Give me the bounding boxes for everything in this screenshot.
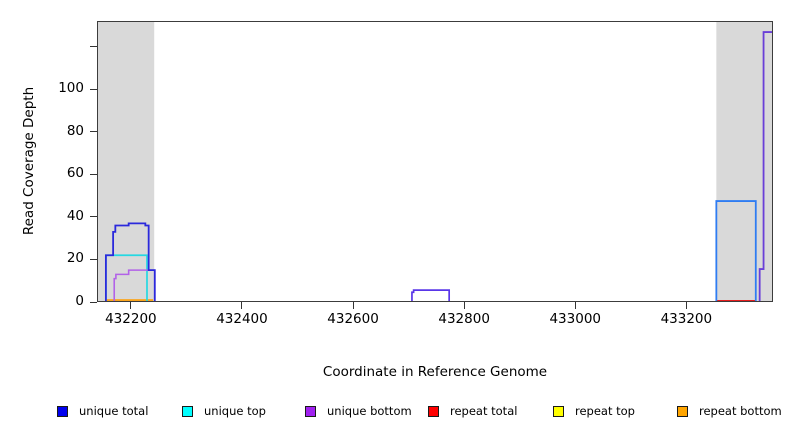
coverage-plot-canvas (97, 21, 773, 302)
repeat-top-swatch-icon (553, 405, 564, 417)
x-tick-mark (130, 302, 132, 309)
legend-label: repeat bottom (699, 404, 782, 418)
y-tick-label: 20 (66, 250, 84, 267)
legend-label: unique top (204, 404, 266, 418)
y-tick-label: 80 (66, 122, 84, 139)
x-tick-mark (574, 302, 576, 309)
series-line-unique-total-left (104, 222, 156, 302)
x-tick-mark (685, 302, 687, 309)
x-tick-label: 432200 (105, 311, 157, 327)
shaded-region-1 (716, 21, 773, 302)
x-tick-label: 433000 (549, 311, 602, 327)
legend-item-unique-top: unique top (182, 402, 266, 420)
legend-item-repeat-top: repeat top (553, 402, 635, 420)
unique-top-swatch-icon (182, 405, 193, 417)
series-line-right-spike-total-bottom (758, 31, 773, 302)
legend-item-repeat-bottom: repeat bottom (677, 402, 782, 420)
plot-area (97, 21, 773, 302)
legend-label: repeat top (575, 404, 635, 418)
legend-item-unique-bottom: unique bottom (305, 402, 412, 420)
y-tick-mark (90, 301, 97, 303)
legend-label: unique bottom (327, 404, 412, 418)
unique-bottom-swatch-icon (305, 405, 316, 417)
y-tick-mark (90, 131, 97, 133)
unique-total-swatch-icon (57, 405, 68, 417)
series-line-mid-bump-total-bottom (411, 289, 451, 302)
plot-border (97, 21, 773, 302)
repeat-total-swatch-icon (428, 405, 439, 417)
x-tick-mark (463, 302, 465, 309)
legend-label: unique total (79, 404, 149, 418)
legend-item-repeat-total: repeat total (428, 402, 517, 420)
y-tick-label: 60 (66, 165, 84, 182)
y-tick-mark (90, 258, 97, 260)
y-axis-title: Read Coverage Depth (21, 86, 37, 236)
repeat-bottom-swatch-icon (677, 405, 688, 417)
legend: unique total unique top unique bottom re… (0, 399, 792, 421)
x-tick-mark (241, 302, 243, 309)
y-tick-mark (90, 88, 97, 90)
x-tick-label: 432600 (327, 311, 379, 327)
x-axis-title: Coordinate in Reference Genome (322, 364, 548, 380)
legend-label: repeat total (450, 404, 518, 418)
y-tick-label: 40 (66, 207, 84, 224)
x-tick-label: 432400 (216, 311, 268, 327)
x-tick-label: 433200 (660, 311, 713, 327)
y-tick-mark (90, 216, 97, 218)
y-tick-mark-unlabeled (90, 46, 97, 48)
x-tick-label: 432800 (438, 311, 490, 327)
series-line-right-box-total-top (715, 200, 757, 302)
y-tick-label: 0 (75, 293, 84, 309)
y-tick-label: 100 (58, 80, 84, 97)
x-tick-mark (352, 302, 354, 309)
y-tick-mark (90, 173, 97, 175)
legend-item-unique-total: unique total (57, 402, 148, 420)
